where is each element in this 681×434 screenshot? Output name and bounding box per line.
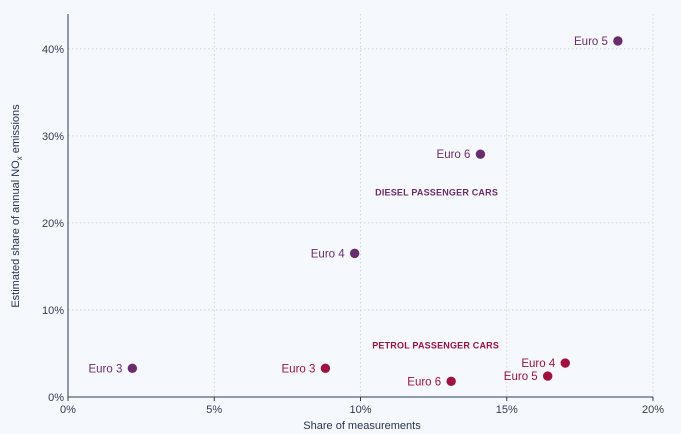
- data-point: [560, 358, 570, 368]
- x-tick-label: 5%: [206, 404, 222, 416]
- data-point: [475, 149, 486, 159]
- data-point-label: Euro 3: [88, 363, 122, 375]
- data-point: [543, 371, 553, 381]
- y-axis-title-subscript: x: [15, 156, 24, 160]
- y-axis-title-main: Estimated share of annual NO: [10, 160, 22, 308]
- x-tick-label: 10%: [349, 404, 371, 416]
- grid-lines: [68, 14, 654, 397]
- data-point-label: Euro 3: [282, 363, 316, 375]
- data-points: Euro 3 Euro 4 Euro 6 Euro 5 Euro 3 Euro 6 Euro…: [88, 36, 623, 388]
- data-point-label: Euro 6: [437, 149, 471, 161]
- y-tick-label: 30%: [42, 131, 64, 143]
- y-tick-label: 20%: [42, 218, 64, 230]
- data-point-label: Euro 6: [407, 376, 441, 388]
- data-point-label: Euro 5: [574, 36, 608, 48]
- data-point: [320, 363, 331, 373]
- y-axis-title-end: emissions: [10, 104, 22, 156]
- data-point-label: Euro 4: [311, 248, 345, 260]
- y-tick-label: 10%: [42, 305, 64, 317]
- x-tick-label: 15%: [496, 404, 518, 416]
- data-point-label: Euro 5: [504, 371, 538, 383]
- tick-labels: 0% 5% 10% 15% 20% 0% 10% 20% 30% 40%: [42, 44, 664, 416]
- axes: [67, 14, 654, 401]
- data-point: [349, 248, 360, 259]
- group-label: PETROL PASSENGER CARS: [372, 341, 499, 351]
- data-point: [127, 363, 138, 373]
- y-tick-label: 40%: [42, 44, 64, 56]
- data-point: [613, 36, 623, 46]
- x-tick-label: 0%: [60, 404, 76, 416]
- x-tick-label: 20%: [642, 404, 664, 416]
- data-point: [446, 376, 456, 387]
- x-axis-title: Share of measurements: [303, 420, 421, 432]
- group-labels: DIESEL PASSENGER CARS PETROL PASSENGER CA…: [372, 187, 499, 350]
- data-point-label: Euro 4: [521, 358, 555, 370]
- y-tick-label: 0%: [48, 392, 64, 404]
- y-axis-title: Estimated share of annual NOx emissions: [10, 104, 24, 308]
- group-label: DIESEL PASSENGER CARS: [375, 187, 498, 197]
